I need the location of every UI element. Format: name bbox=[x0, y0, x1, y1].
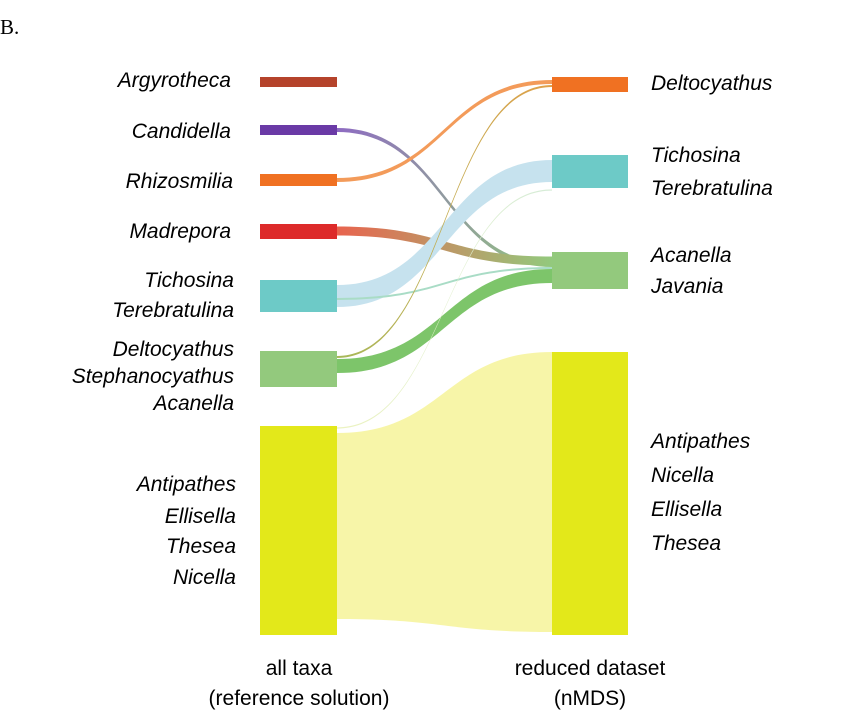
left-axis-caption: (reference solution) bbox=[209, 687, 390, 710]
left-taxon-label: Nicella bbox=[173, 566, 236, 589]
right-taxon-label: Thesea bbox=[651, 532, 721, 555]
right-taxon-label: Deltocyathus bbox=[651, 72, 773, 95]
left-node-L5 bbox=[260, 280, 337, 312]
right-node-R2 bbox=[552, 155, 628, 188]
flow-L5-to-R3 bbox=[337, 267, 552, 300]
left-node-L2 bbox=[260, 125, 337, 135]
flow-L6-to-R3 bbox=[337, 269, 552, 373]
left-axis-caption: all taxa bbox=[266, 657, 333, 680]
right-taxon-label: Javania bbox=[650, 275, 723, 298]
left-taxon-label: Deltocyathus bbox=[113, 338, 235, 361]
right-node-R4 bbox=[552, 352, 628, 635]
right-taxon-label: Tichosina bbox=[651, 144, 741, 167]
right-taxon-label: Nicella bbox=[651, 464, 714, 487]
left-taxon-label: Acanella bbox=[151, 392, 234, 415]
left-taxon-label: Candidella bbox=[132, 120, 231, 143]
flows-layer bbox=[337, 80, 552, 632]
left-taxon-label: Ellisella bbox=[165, 505, 236, 528]
right-node-R3 bbox=[552, 252, 628, 289]
panel-label: B. bbox=[0, 15, 19, 39]
left-taxon-label: Thesea bbox=[166, 535, 236, 558]
left-taxon-label: Madrepora bbox=[129, 220, 231, 243]
flow-L6-to-R1 bbox=[337, 85, 552, 358]
left-taxon-label: Stephanocyathus bbox=[72, 365, 235, 388]
left-taxon-label: Tichosina bbox=[144, 269, 234, 292]
flow-L7-to-R2 bbox=[337, 189, 552, 429]
right-node-R1 bbox=[552, 77, 628, 92]
right-taxon-label: Terebratulina bbox=[651, 177, 773, 200]
flow-L5-to-R2 bbox=[337, 160, 552, 307]
right-taxon-label: Antipathes bbox=[649, 430, 751, 453]
right-taxon-label: Acanella bbox=[649, 244, 732, 267]
left-taxon-label: Terebratulina bbox=[112, 299, 234, 322]
left-taxon-label: Argyrotheca bbox=[116, 69, 231, 92]
left-node-L6 bbox=[260, 351, 337, 387]
left-node-L4 bbox=[260, 224, 337, 239]
flow-L2-to-R3 bbox=[337, 128, 552, 267]
left-taxon-label: Rhizosmilia bbox=[126, 170, 233, 193]
right-axis-caption: (nMDS) bbox=[554, 687, 626, 710]
flow-L3-to-R1 bbox=[337, 80, 552, 182]
right-axis-caption: reduced dataset bbox=[515, 657, 666, 680]
left-node-L7 bbox=[260, 426, 337, 635]
labels-layer: Argyrotheca Candidella Rhizosmilia Madrepor… bbox=[72, 69, 773, 589]
flow-L4-to-R3 bbox=[337, 226, 552, 266]
nodes-layer bbox=[260, 77, 628, 635]
left-node-L3 bbox=[260, 174, 337, 186]
left-taxon-label: Antipathes bbox=[135, 473, 237, 496]
left-node-L1 bbox=[260, 77, 337, 87]
captions-layer: all taxa (reference solution) reduced data… bbox=[209, 657, 666, 710]
right-taxon-label: Ellisella bbox=[651, 498, 722, 521]
flow-L7-to-R4 bbox=[337, 352, 552, 632]
